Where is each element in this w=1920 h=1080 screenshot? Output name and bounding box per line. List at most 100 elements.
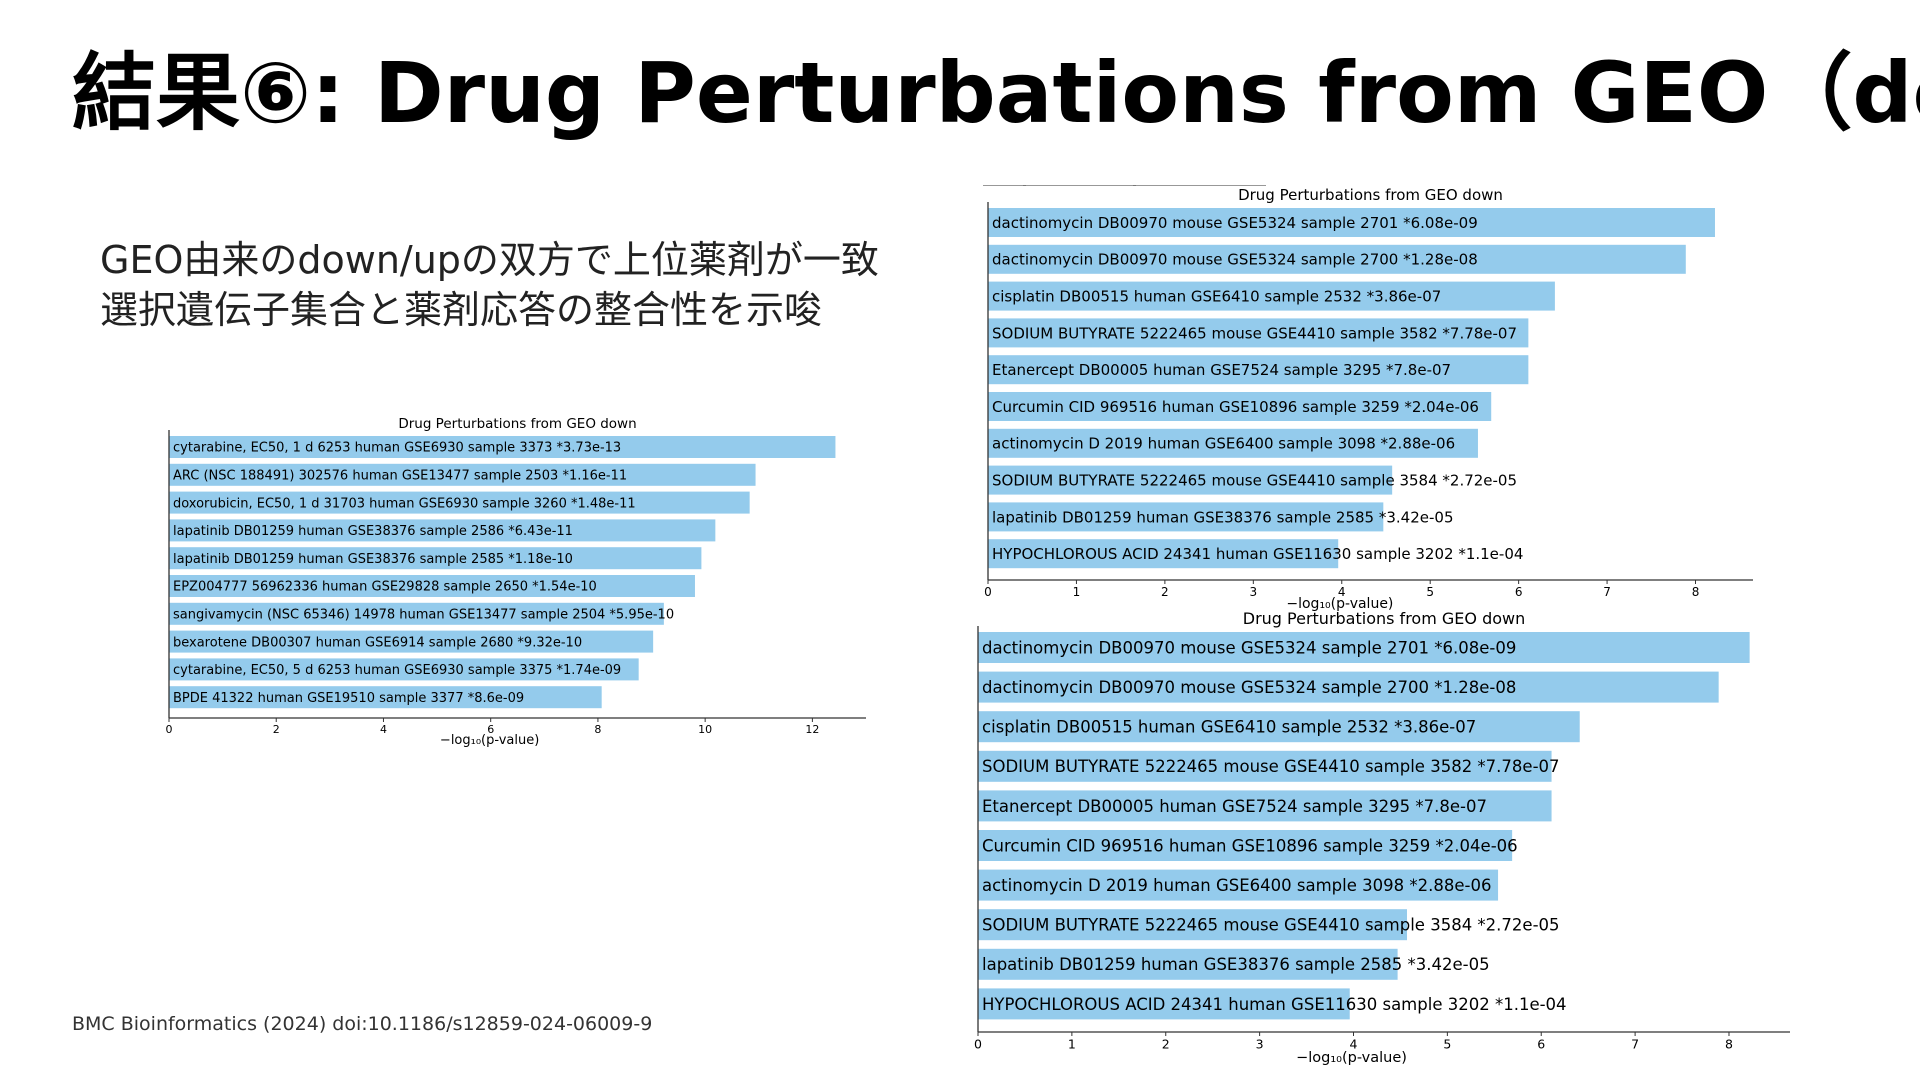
bar-label: dactinomycin DB00970 mouse GSE5324 sampl… (992, 214, 1478, 232)
x-tick-label: 1 (1068, 1037, 1076, 1052)
bar-label: cisplatin DB00515 human GSE6410 sample 2… (982, 718, 1476, 737)
bar-label: SODIUM BUTYRATE 5222465 mouse GSE4410 sa… (982, 757, 1560, 776)
x-tick-label: 6 (1537, 1037, 1545, 1052)
x-tick-label: 12 (805, 723, 819, 736)
bar (988, 318, 1529, 348)
bar (169, 519, 716, 542)
x-tick-label: 8 (1725, 1037, 1733, 1052)
bar-label: EPZ004777 56962336 human GSE29828 sample… (173, 580, 597, 595)
bar-label: dactinomycin DB00970 mouse GSE5324 sampl… (982, 678, 1516, 697)
bar (978, 711, 1580, 743)
cropped-chart-remnant (983, 178, 1266, 186)
bar-label: SODIUM BUTYRATE 5222465 mouse GSE4410 sa… (992, 472, 1517, 490)
x-tick-label: 5 (1443, 1037, 1451, 1052)
chart-title: Drug Perturbations from GEO down (1243, 609, 1525, 628)
bar-label: Etanercept DB00005 human GSE7524 sample … (982, 797, 1487, 816)
bar-label: ARC (NSC 188491) 302576 human GSE13477 s… (173, 468, 627, 483)
bar (169, 658, 639, 681)
bar (169, 547, 702, 570)
bar-label: doxorubicin, EC50, 1 d 31703 human GSE69… (173, 496, 636, 511)
bar-label: SODIUM BUTYRATE 5222465 mouse GSE4410 sa… (982, 916, 1560, 935)
x-axis-label: −log₁₀(p-value) (1286, 596, 1393, 612)
subtitle-line-2: 選択遺伝子集合と薬剤応答の整合性を示唆 (100, 288, 823, 332)
x-tick-label: 0 (984, 585, 992, 599)
bar (978, 909, 1407, 941)
bar-label: lapatinib DB01259 human GSE38376 sample … (992, 508, 1453, 526)
x-tick-label: 7 (1631, 1037, 1639, 1052)
bar-label: lapatinib DB01259 human GSE38376 sample … (173, 524, 573, 539)
x-tick-label: 4 (380, 723, 387, 736)
bar-label: bexarotene DB00307 human GSE6914 sample … (173, 635, 582, 650)
bar-label: Curcumin CID 969516 human GSE10896 sampl… (982, 836, 1518, 855)
bar-chart-left: Drug Perturbations from GEO down cytarabi… (166, 416, 866, 748)
bar (169, 602, 664, 625)
bar (169, 575, 695, 597)
bar (978, 830, 1513, 861)
bar (978, 671, 1719, 703)
bar (169, 491, 750, 514)
bar (988, 392, 1492, 421)
chart-title: Drug Perturbations from GEO down (398, 416, 636, 432)
bar (978, 632, 1750, 663)
x-tick-label: 0 (166, 723, 173, 736)
bar-label: lapatinib DB01259 human GSE38376 sample … (982, 955, 1490, 974)
x-tick-label: 2 (273, 723, 280, 736)
x-tick-label: 3 (1249, 585, 1257, 599)
x-tick-label: 4 (1350, 1037, 1358, 1052)
bar-label: lapatinib DB01259 human GSE38376 sample … (173, 552, 573, 567)
bar (978, 750, 1552, 782)
x-axis-label: −log₁₀(p-value) (1296, 1050, 1407, 1066)
x-tick-label: 3 (1256, 1037, 1264, 1052)
slide-subtitle: GEO由来のdown/upの双方で上位薬剤が一致 選択遺伝子集合と薬剤応答の整合… (100, 235, 930, 335)
bar-chart-right-top: Drug Perturbations from GEO down dactinom… (984, 186, 1753, 612)
x-tick-label: 8 (1692, 585, 1700, 599)
bar-label: BPDE 41322 human GSE19510 sample 3377 *8… (173, 691, 524, 706)
bar (978, 790, 1552, 822)
x-tick-label: 7 (1603, 585, 1611, 599)
x-tick-label: 8 (594, 723, 601, 736)
bar-label: HYPOCHLOROUS ACID 24341 human GSE11630 s… (992, 545, 1523, 563)
bar-label: SODIUM BUTYRATE 5222465 mouse GSE4410 sa… (992, 324, 1517, 342)
x-tick-label: 10 (698, 723, 712, 736)
bar (988, 539, 1339, 569)
subtitle-line-1: GEO由来のdown/upの双方で上位薬剤が一致 (100, 238, 879, 282)
bar (978, 869, 1499, 901)
bar-label: cytarabine, EC50, 5 d 6253 human GSE6930… (173, 663, 621, 678)
bar-label: HYPOCHLOROUS ACID 24341 human GSE11630 s… (982, 995, 1567, 1014)
x-tick-label: 4 (1338, 585, 1346, 599)
bar (988, 502, 1384, 532)
bar-label: actinomycin D 2019 human GSE6400 sample … (982, 876, 1491, 895)
bar-label: actinomycin D 2019 human GSE6400 sample … (992, 435, 1455, 453)
bar (988, 355, 1529, 385)
bar-label: Etanercept DB00005 human GSE7524 sample … (992, 361, 1451, 379)
x-tick-label: 2 (1161, 585, 1169, 599)
x-tick-label: 5 (1426, 585, 1434, 599)
x-tick-label: 1 (1073, 585, 1081, 599)
bar (988, 281, 1555, 311)
bar (988, 208, 1715, 237)
x-tick-label: 6 (1515, 585, 1523, 599)
bar-label: Curcumin CID 969516 human GSE10896 sampl… (992, 398, 1479, 416)
slide-title: 結果⑥: Drug Perturbations from GEO（down/up (72, 44, 1920, 142)
bar-chart-right-bottom: Drug Perturbations from GEO down dactinom… (974, 609, 1790, 1066)
x-tick-label: 6 (487, 723, 494, 736)
x-axis-label: −log₁₀(p-value) (440, 733, 539, 748)
bar (169, 436, 836, 458)
bar (988, 244, 1686, 274)
citation: BMC Bioinformatics (2024) doi:10.1186/s1… (72, 1013, 653, 1035)
bar-label: dactinomycin DB00970 mouse GSE5324 sampl… (982, 638, 1516, 657)
bar-label: cisplatin DB00515 human GSE6410 sample 2… (992, 288, 1441, 306)
bar (988, 465, 1393, 495)
bar (978, 948, 1398, 980)
x-tick-label: 0 (974, 1037, 982, 1052)
bar (978, 988, 1350, 1020)
bar (169, 630, 654, 653)
bar-label: dactinomycin DB00970 mouse GSE5324 sampl… (992, 251, 1478, 269)
bar (169, 463, 756, 486)
bar (988, 428, 1478, 458)
chart-title: Drug Perturbations from GEO down (1238, 186, 1503, 204)
bar-label: cytarabine, EC50, 1 d 6253 human GSE6930… (173, 441, 621, 456)
x-tick-label: 2 (1162, 1037, 1170, 1052)
bar (169, 686, 602, 709)
bar-label: sangivamycin (NSC 65346) 14978 human GSE… (173, 607, 674, 622)
